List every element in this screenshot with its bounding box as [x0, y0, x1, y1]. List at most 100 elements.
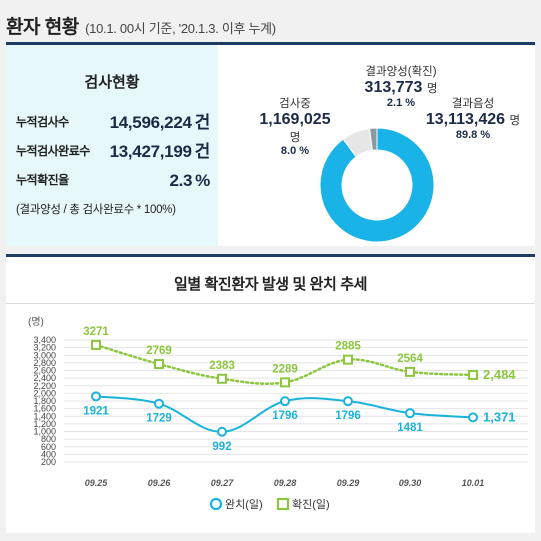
- data-point-confirmed: [468, 369, 478, 380]
- x-tick-label: 09.30: [399, 478, 422, 488]
- donut-label-percent: 8.0 %: [280, 145, 310, 157]
- donut-label-unit: 명: [426, 83, 438, 95]
- summary-row-value: 13,427,199 건: [109, 137, 211, 162]
- donut-label-value: 313,773: [364, 79, 423, 96]
- summary-row-number: 14,596,224: [109, 113, 192, 132]
- donut-label-percent: 89.8 %: [455, 129, 491, 141]
- data-point-recovered: [217, 426, 227, 437]
- x-tick-label: 10.01: [462, 478, 485, 488]
- data-label-confirmed: 2289: [272, 363, 298, 375]
- data-point-recovered: [280, 396, 290, 407]
- summary-row-number: 2.3: [169, 171, 193, 190]
- legend-label-confirmed: 확진(일): [292, 497, 330, 511]
- data-label-confirmed: 2564: [397, 353, 423, 365]
- y-tick-label: 800: [41, 434, 56, 444]
- y-tick-label: 2,600: [33, 366, 56, 376]
- data-point-confirmed: [154, 359, 164, 370]
- x-tick-label: 09.27: [211, 478, 235, 488]
- test-result-donut-area: 결과양성(확진) 313,773 명 2.1 % 검사중 1,169,025 명…: [218, 45, 535, 246]
- donut-label-name: 검사중: [279, 98, 311, 110]
- summary-row-total-tests: 누적검사수 14,596,224 건: [16, 111, 210, 133]
- y-tick-label: 200: [41, 457, 56, 467]
- y-tick-label: 2,000: [33, 388, 56, 398]
- y-tick-label: 400: [41, 449, 56, 459]
- y-axis-unit-label: (명): [28, 316, 44, 328]
- y-tick-label: 1,200: [33, 419, 56, 429]
- data-label-recovered: 1796: [272, 410, 298, 422]
- page-header: 환자 현황 (10.1. 00시 기준, '20.1.3. 이후 누계): [6, 12, 276, 38]
- donut-label-unit: 명: [289, 132, 301, 144]
- donut-label-value: 13,113,426: [425, 111, 506, 128]
- data-point-confirmed: [343, 354, 353, 365]
- data-point-confirmed: [217, 373, 227, 384]
- data-label-recovered: 1481: [397, 422, 423, 434]
- x-tick-label: 09.26: [148, 478, 172, 488]
- summary-row-label: 누적검사수: [16, 115, 69, 129]
- summary-row-unit: 건: [194, 113, 211, 132]
- x-tick-label: 09.25: [85, 478, 109, 488]
- x-tick-label: 09.29: [337, 478, 360, 488]
- y-tick-label: 2,800: [33, 358, 56, 368]
- donut-label-name: 결과양성(확진): [365, 66, 437, 78]
- y-tick-label: 1,000: [33, 427, 56, 437]
- page-title: 환자 현황: [6, 17, 79, 38]
- data-label-confirmed: 2769: [146, 345, 172, 357]
- test-status-panel: 검사현황 누적검사수 14,596,224 건 누적검사완료수 13,427,19…: [6, 42, 535, 246]
- summary-row-number: 13,427,199: [109, 142, 192, 161]
- summary-row-label: 누적확진율: [16, 173, 69, 187]
- x-tick-label: 09.28: [274, 478, 297, 488]
- data-label-recovered: 1921: [83, 405, 109, 417]
- donut-label-negative: 결과음성 13,113,426 명 89.8 %: [413, 95, 533, 141]
- y-tick-label: 3,000: [33, 350, 56, 360]
- data-label-confirmed: 2885: [335, 341, 361, 353]
- y-tick-label: 1,400: [33, 411, 56, 421]
- summary-row-unit: 건: [194, 142, 211, 161]
- data-label-recovered: 992: [212, 441, 231, 453]
- summary-row-completed-tests: 누적검사완료수 13,427,199 건: [16, 140, 210, 162]
- data-label-recovered: 1729: [146, 413, 172, 425]
- daily-trend-line-chart: (명)3,4003,2003,0002,8002,6002,4002,2002,…: [28, 316, 528, 511]
- data-point-recovered: [154, 398, 164, 409]
- summary-row-unit: %: [195, 171, 210, 190]
- data-label-recovered: 1,371: [483, 409, 516, 424]
- data-label-recovered: 1796: [335, 410, 361, 422]
- donut-label-unit: 명: [509, 115, 521, 127]
- legend-label-recovered: 완치(일): [225, 497, 263, 511]
- data-point-confirmed: [405, 366, 415, 377]
- data-label-confirmed: 3271: [83, 326, 109, 338]
- y-tick-label: 3,200: [33, 343, 56, 353]
- y-tick-label: 1,800: [33, 396, 56, 406]
- data-point-confirmed: [280, 377, 290, 388]
- data-label-confirmed: 2,484: [483, 367, 516, 382]
- donut-label-percent: 2.1 %: [386, 97, 416, 109]
- y-tick-label: 600: [41, 442, 56, 452]
- legend-marker-confirmed: [276, 497, 290, 511]
- data-point-recovered: [468, 412, 478, 423]
- donut-segment-negative: [319, 127, 435, 243]
- data-point-recovered: [405, 408, 415, 419]
- summary-row-label: 누적검사완료수: [16, 144, 90, 158]
- summary-row-value: 2.3%: [169, 171, 210, 191]
- y-tick-label: 2,400: [33, 373, 56, 383]
- daily-trend-panel: 일별 확진환자 발생 및 완치 추세 (명) 3,400 3,200 3,000 2,8…: [6, 254, 535, 533]
- page-subtitle: (10.1. 00시 기준, '20.1.3. 이후 누계): [85, 21, 276, 36]
- legend-marker-recovered: [209, 497, 223, 511]
- data-point-recovered: [91, 391, 101, 402]
- y-tick-label: 2,200: [33, 381, 56, 391]
- y-tick-label: 1,600: [33, 404, 56, 414]
- chart-title: 일별 확진환자 발생 및 완치 추세: [173, 276, 368, 293]
- positive-rate-formula-note: (결과양성 / 총 검사완료수 * 100%): [16, 204, 176, 216]
- donut-label-value: 1,169,025: [259, 111, 331, 128]
- data-point-confirmed: [91, 339, 101, 350]
- y-tick-label: 3,400: [33, 335, 56, 345]
- test-summary-box: 검사현황 누적검사수 14,596,224 건 누적검사완료수 13,427,19…: [6, 45, 218, 246]
- donut-label-testing: 검사중 1,169,025 명 8.0 %: [240, 95, 350, 157]
- title-divider: [6, 303, 535, 304]
- summary-row-positive-rate: 누적확진율 2.3%: [16, 169, 210, 191]
- donut-label-name: 결과음성: [451, 98, 495, 110]
- data-label-confirmed: 2383: [209, 360, 235, 372]
- summary-row-value: 14,596,224 건: [109, 108, 211, 133]
- test-result-donut-chart: [319, 127, 435, 243]
- summary-title: 검사현황: [84, 74, 140, 91]
- donut-label-positive: 결과양성(확진) 313,773 명 2.1 %: [346, 63, 456, 109]
